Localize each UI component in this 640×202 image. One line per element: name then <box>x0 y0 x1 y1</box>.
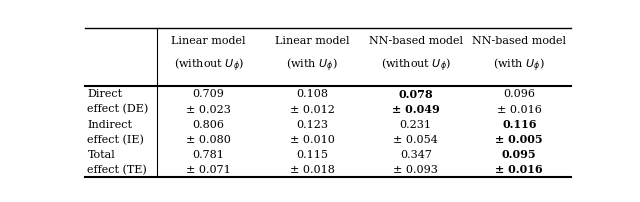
Text: ± 0.054: ± 0.054 <box>394 134 438 144</box>
Text: NN-based model: NN-based model <box>472 36 566 45</box>
Text: (with $U_{\phi}$): (with $U_{\phi}$) <box>286 56 338 73</box>
Text: effect (DE): effect (DE) <box>88 104 148 114</box>
Text: effect (TE): effect (TE) <box>88 164 147 174</box>
Text: ± 0.023: ± 0.023 <box>186 104 231 114</box>
Text: 0.231: 0.231 <box>400 119 432 129</box>
Text: Indirect: Indirect <box>88 119 132 129</box>
Text: ± 0.093: ± 0.093 <box>394 164 438 174</box>
Text: 0.347: 0.347 <box>400 149 431 159</box>
Text: effect (IE): effect (IE) <box>88 134 144 144</box>
Text: 0.108: 0.108 <box>296 89 328 99</box>
Text: 0.096: 0.096 <box>503 89 535 99</box>
Text: 0.078: 0.078 <box>399 88 433 99</box>
Text: ± 0.016: ± 0.016 <box>497 104 541 114</box>
Text: 0.116: 0.116 <box>502 119 536 129</box>
Text: (without $U_{\phi}$): (without $U_{\phi}$) <box>381 56 451 73</box>
Text: Direct: Direct <box>88 89 123 99</box>
Text: NN-based model: NN-based model <box>369 36 463 45</box>
Text: (with $U_{\phi}$): (with $U_{\phi}$) <box>493 56 545 73</box>
Text: Linear model: Linear model <box>172 36 246 45</box>
Text: 0.123: 0.123 <box>296 119 328 129</box>
Text: Total: Total <box>88 149 115 159</box>
Text: (without $U_{\phi}$): (without $U_{\phi}$) <box>173 56 244 73</box>
Text: ± 0.005: ± 0.005 <box>495 134 543 145</box>
Text: 0.709: 0.709 <box>193 89 225 99</box>
Text: Linear model: Linear model <box>275 36 349 45</box>
Text: 0.781: 0.781 <box>193 149 225 159</box>
Text: ± 0.049: ± 0.049 <box>392 104 440 115</box>
Text: ± 0.018: ± 0.018 <box>290 164 335 174</box>
Text: 0.806: 0.806 <box>193 119 225 129</box>
Text: ± 0.016: ± 0.016 <box>495 164 543 175</box>
Text: ± 0.071: ± 0.071 <box>186 164 231 174</box>
Text: 0.095: 0.095 <box>502 149 536 160</box>
Text: ± 0.012: ± 0.012 <box>290 104 335 114</box>
Text: ± 0.010: ± 0.010 <box>290 134 335 144</box>
Text: 0.115: 0.115 <box>296 149 328 159</box>
Text: ± 0.080: ± 0.080 <box>186 134 231 144</box>
